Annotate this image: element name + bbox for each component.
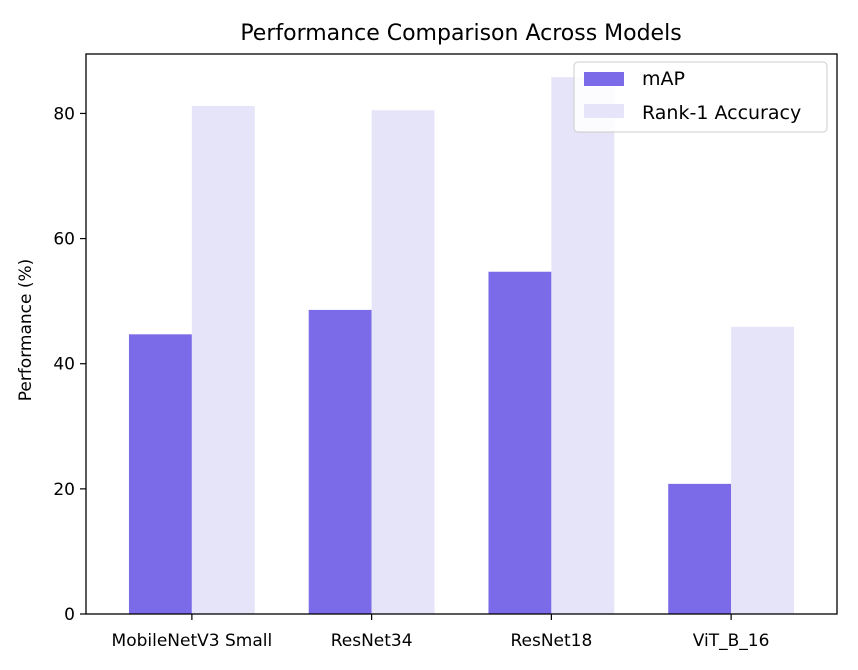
bar-map-vit-b-16: [668, 483, 732, 614]
x-tick-label: MobileNetV3 Small: [112, 631, 273, 651]
y-axis-title: Performance (%): [16, 259, 36, 402]
bar-map-mobilenetv3-small: [128, 334, 192, 614]
y-tick-label: 20: [53, 480, 75, 500]
legend: mAP Rank-1 Accuracy: [573, 61, 828, 133]
bar-rank-1-accuracy-mobilenetv3-small: [191, 105, 255, 615]
y-tick-label: 0: [64, 605, 75, 625]
bar-map-resnet34: [308, 309, 372, 614]
bar-map-resnet18: [488, 271, 552, 614]
x-tick-label: ResNet34: [331, 631, 413, 651]
legend-swatch-map: [584, 72, 624, 86]
x-axis-ticks: MobileNetV3 Small ResNet34 ResNet18 ViT_B_1…: [112, 614, 770, 651]
legend-box: [573, 61, 828, 133]
x-tick-label: ResNet18: [510, 631, 592, 651]
bars-layer: [128, 77, 795, 615]
legend-label-map: mAP: [642, 68, 685, 90]
bar-rank-1-accuracy-resnet18: [551, 77, 615, 615]
y-tick-label: 80: [53, 104, 75, 124]
y-tick-label: 40: [53, 355, 75, 375]
bar-rank-1-accuracy-vit-b-16: [731, 326, 795, 614]
bar-rank-1-accuracy-resnet34: [371, 110, 435, 614]
x-tick-label: ViT_B_16: [693, 631, 770, 651]
legend-label-rank1-accuracy: Rank-1 Accuracy: [642, 102, 801, 124]
y-axis-ticks: 0 20 40 60 80: [53, 104, 86, 625]
plot-frame: [85, 53, 838, 615]
y-tick-label: 60: [53, 230, 75, 250]
chart-title: Performance Comparison Across Models: [240, 21, 681, 46]
legend-swatch-rank1-accuracy: [584, 104, 624, 118]
